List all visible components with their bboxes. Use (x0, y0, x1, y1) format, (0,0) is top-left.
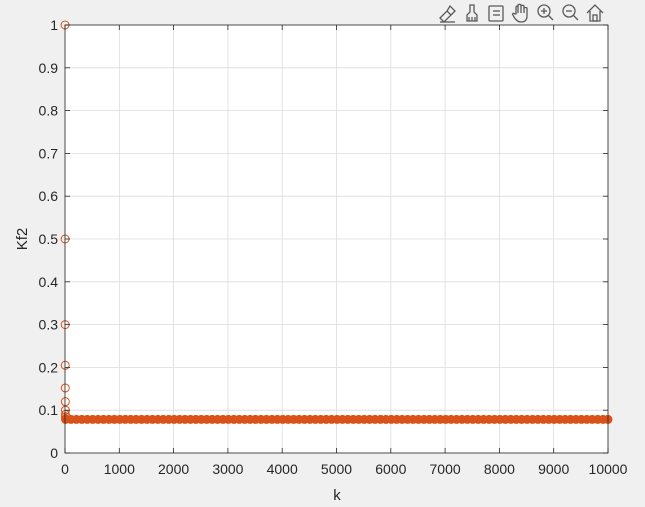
x-tick-label-0: 0 (61, 461, 69, 477)
x-tick-label-8: 8000 (484, 461, 515, 477)
y-tick-label-1: 0.1 (39, 402, 59, 418)
y-tick-label-4: 0.4 (39, 274, 59, 290)
x-tick-label-3: 3000 (212, 461, 243, 477)
x-tick-label-4: 4000 (267, 461, 298, 477)
zoom-in-icon[interactable] (537, 4, 554, 21)
data-cursor-icon[interactable] (488, 5, 504, 22)
y-tick-label-6: 0.6 (39, 188, 59, 204)
x-tick-label-5: 5000 (321, 461, 352, 477)
y-tick-label-5: 0.5 (39, 231, 59, 247)
brush-icon[interactable] (466, 4, 478, 22)
y-tick-label-8: 0.8 (39, 103, 59, 119)
data-series (60, 20, 613, 424)
y-tick-label-7: 0.7 (39, 145, 59, 161)
x-tick-label-7: 7000 (430, 461, 461, 477)
pan-hand-icon[interactable] (511, 3, 528, 23)
zoom-out-icon[interactable] (562, 4, 579, 21)
x-tick-label-6: 6000 (375, 461, 406, 477)
home-icon[interactable] (586, 4, 604, 22)
x-tick-label-1: 1000 (104, 461, 135, 477)
x-tick-label-2: 2000 (158, 461, 189, 477)
x-tick-label-10: 10000 (589, 461, 628, 477)
y-axis-ticks: 0 0.1 0.2 0.3 0.4 0.5 0.6 0.7 0.8 0.9 1 (39, 17, 608, 461)
y-tick-label-3: 0.3 (39, 317, 59, 333)
x-axis-label: k (333, 487, 341, 504)
axes-toolbar (439, 3, 604, 23)
y-tick-label-0: 0 (50, 445, 58, 461)
y-tick-label-2: 0.2 (39, 359, 59, 375)
y-tick-label-9: 0.9 (39, 60, 59, 76)
data-tips-icon[interactable] (439, 4, 456, 23)
y-axis-label: Kf2 (14, 228, 31, 251)
data-point-9 (61, 414, 71, 424)
x-tick-label-9: 9000 (538, 461, 569, 477)
y-tick-label-10: 1 (50, 17, 58, 33)
x-axis-ticks: 0 1000 2000 3000 4000 5000 6000 7000 8000 9000 100… (61, 25, 628, 477)
